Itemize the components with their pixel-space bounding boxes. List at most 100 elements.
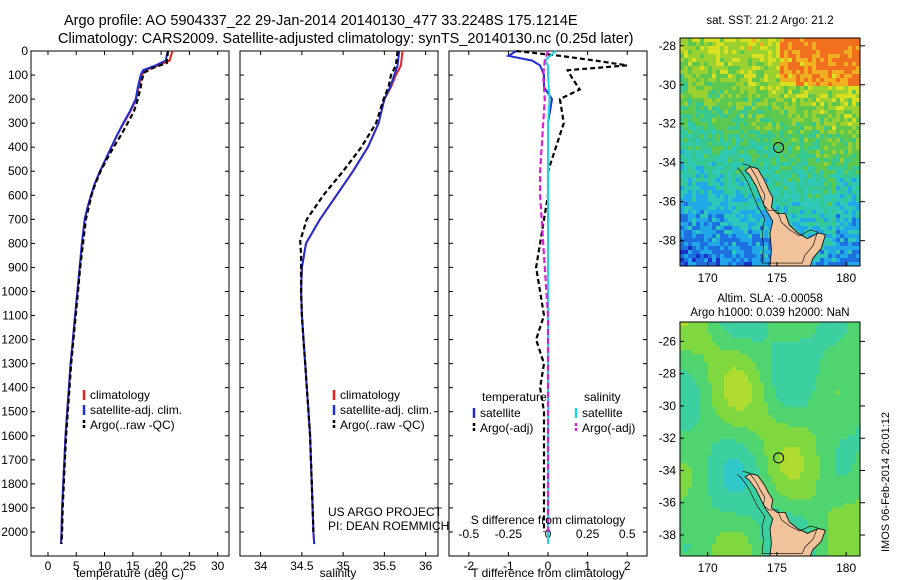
map-cell	[744, 66, 749, 71]
map-cell	[828, 142, 833, 147]
map-cell	[832, 354, 837, 359]
series-line	[543, 50, 557, 544]
map-cell	[796, 426, 801, 432]
map-cell	[848, 42, 853, 47]
map-cell	[832, 499, 837, 504]
map-cell	[804, 170, 809, 175]
map-cell	[736, 439, 741, 444]
map-cell	[836, 394, 841, 400]
map-cell	[780, 150, 785, 155]
map-cell	[780, 90, 785, 95]
map-cell	[856, 74, 861, 79]
map-cell	[852, 362, 857, 367]
map-cell	[748, 254, 753, 259]
map-cell	[724, 198, 729, 203]
map-cell	[828, 330, 833, 335]
map-cell	[704, 338, 709, 343]
map-cell	[696, 182, 701, 187]
map-cell	[756, 350, 761, 355]
map-cell	[740, 447, 745, 452]
map-cell	[720, 214, 725, 219]
map-cell	[688, 142, 693, 147]
map-cell	[728, 342, 733, 347]
map-cell	[732, 138, 737, 143]
map-cell	[748, 410, 753, 416]
map-cell	[824, 202, 829, 207]
map-cell	[724, 418, 729, 424]
map-cell	[768, 50, 773, 55]
map-cell	[856, 434, 861, 440]
map-cell	[840, 439, 845, 444]
map-cell	[696, 382, 701, 387]
map-cell	[784, 362, 789, 367]
map-cell	[708, 398, 713, 404]
map-cell	[756, 74, 761, 79]
map-cell	[740, 479, 745, 484]
map-cell	[696, 54, 701, 59]
map-cell	[808, 130, 813, 135]
map-cell	[744, 38, 749, 43]
map-cell	[712, 487, 717, 492]
map-cell	[704, 475, 709, 480]
map-cell	[808, 430, 813, 436]
map-cell	[776, 138, 781, 143]
map-cell	[852, 82, 857, 87]
map-cell	[696, 82, 701, 87]
map-cell	[772, 170, 777, 175]
map-cell	[808, 206, 813, 211]
map-cell	[852, 430, 857, 436]
map-cell	[812, 198, 817, 203]
map-cell	[800, 190, 805, 195]
map-cell	[804, 190, 809, 195]
map-cell	[732, 342, 737, 347]
map-cell	[832, 230, 837, 235]
map-cell	[680, 338, 685, 343]
map-cell	[692, 82, 697, 87]
map-cell	[736, 118, 741, 123]
map-cell	[812, 499, 817, 504]
map-cell	[704, 198, 709, 203]
map-cell	[848, 394, 853, 400]
map-cell	[712, 491, 717, 496]
map-cell	[824, 130, 829, 135]
map-cell	[828, 439, 833, 444]
map-cell	[684, 430, 689, 436]
map-cell	[796, 483, 801, 488]
map-cell	[848, 346, 853, 351]
map-cell	[716, 142, 721, 147]
map-cell	[748, 102, 753, 107]
map-cell	[744, 430, 749, 436]
map-cell	[680, 114, 685, 119]
map-cell	[772, 134, 777, 139]
map-cell	[760, 70, 765, 75]
map-cell	[760, 78, 765, 83]
map-cell	[752, 226, 757, 231]
map-cell	[836, 158, 841, 163]
map-cell	[836, 414, 841, 420]
map-cell	[736, 410, 741, 416]
map-cell	[684, 158, 689, 163]
map-cell	[764, 230, 769, 235]
map-cell	[824, 206, 829, 211]
map-cell	[696, 483, 701, 488]
map-cell	[736, 402, 741, 408]
x-tick-label: 15	[126, 559, 140, 573]
map-cell	[756, 366, 761, 371]
map-cell	[856, 82, 861, 87]
map-cell	[836, 402, 841, 408]
map-cell	[784, 390, 789, 396]
map-cell	[784, 74, 789, 79]
map-cell	[692, 86, 697, 91]
map-cell	[800, 410, 805, 416]
map-cell	[824, 463, 829, 468]
map-cell	[756, 511, 761, 517]
map-cell	[748, 38, 753, 43]
map-cell	[692, 491, 697, 496]
map-cell	[704, 46, 709, 51]
map-cell	[776, 146, 781, 151]
map-cell	[824, 46, 829, 51]
map-cell	[736, 406, 741, 412]
map-cell	[736, 326, 741, 331]
map-cell	[700, 422, 705, 428]
map-cell	[784, 78, 789, 83]
